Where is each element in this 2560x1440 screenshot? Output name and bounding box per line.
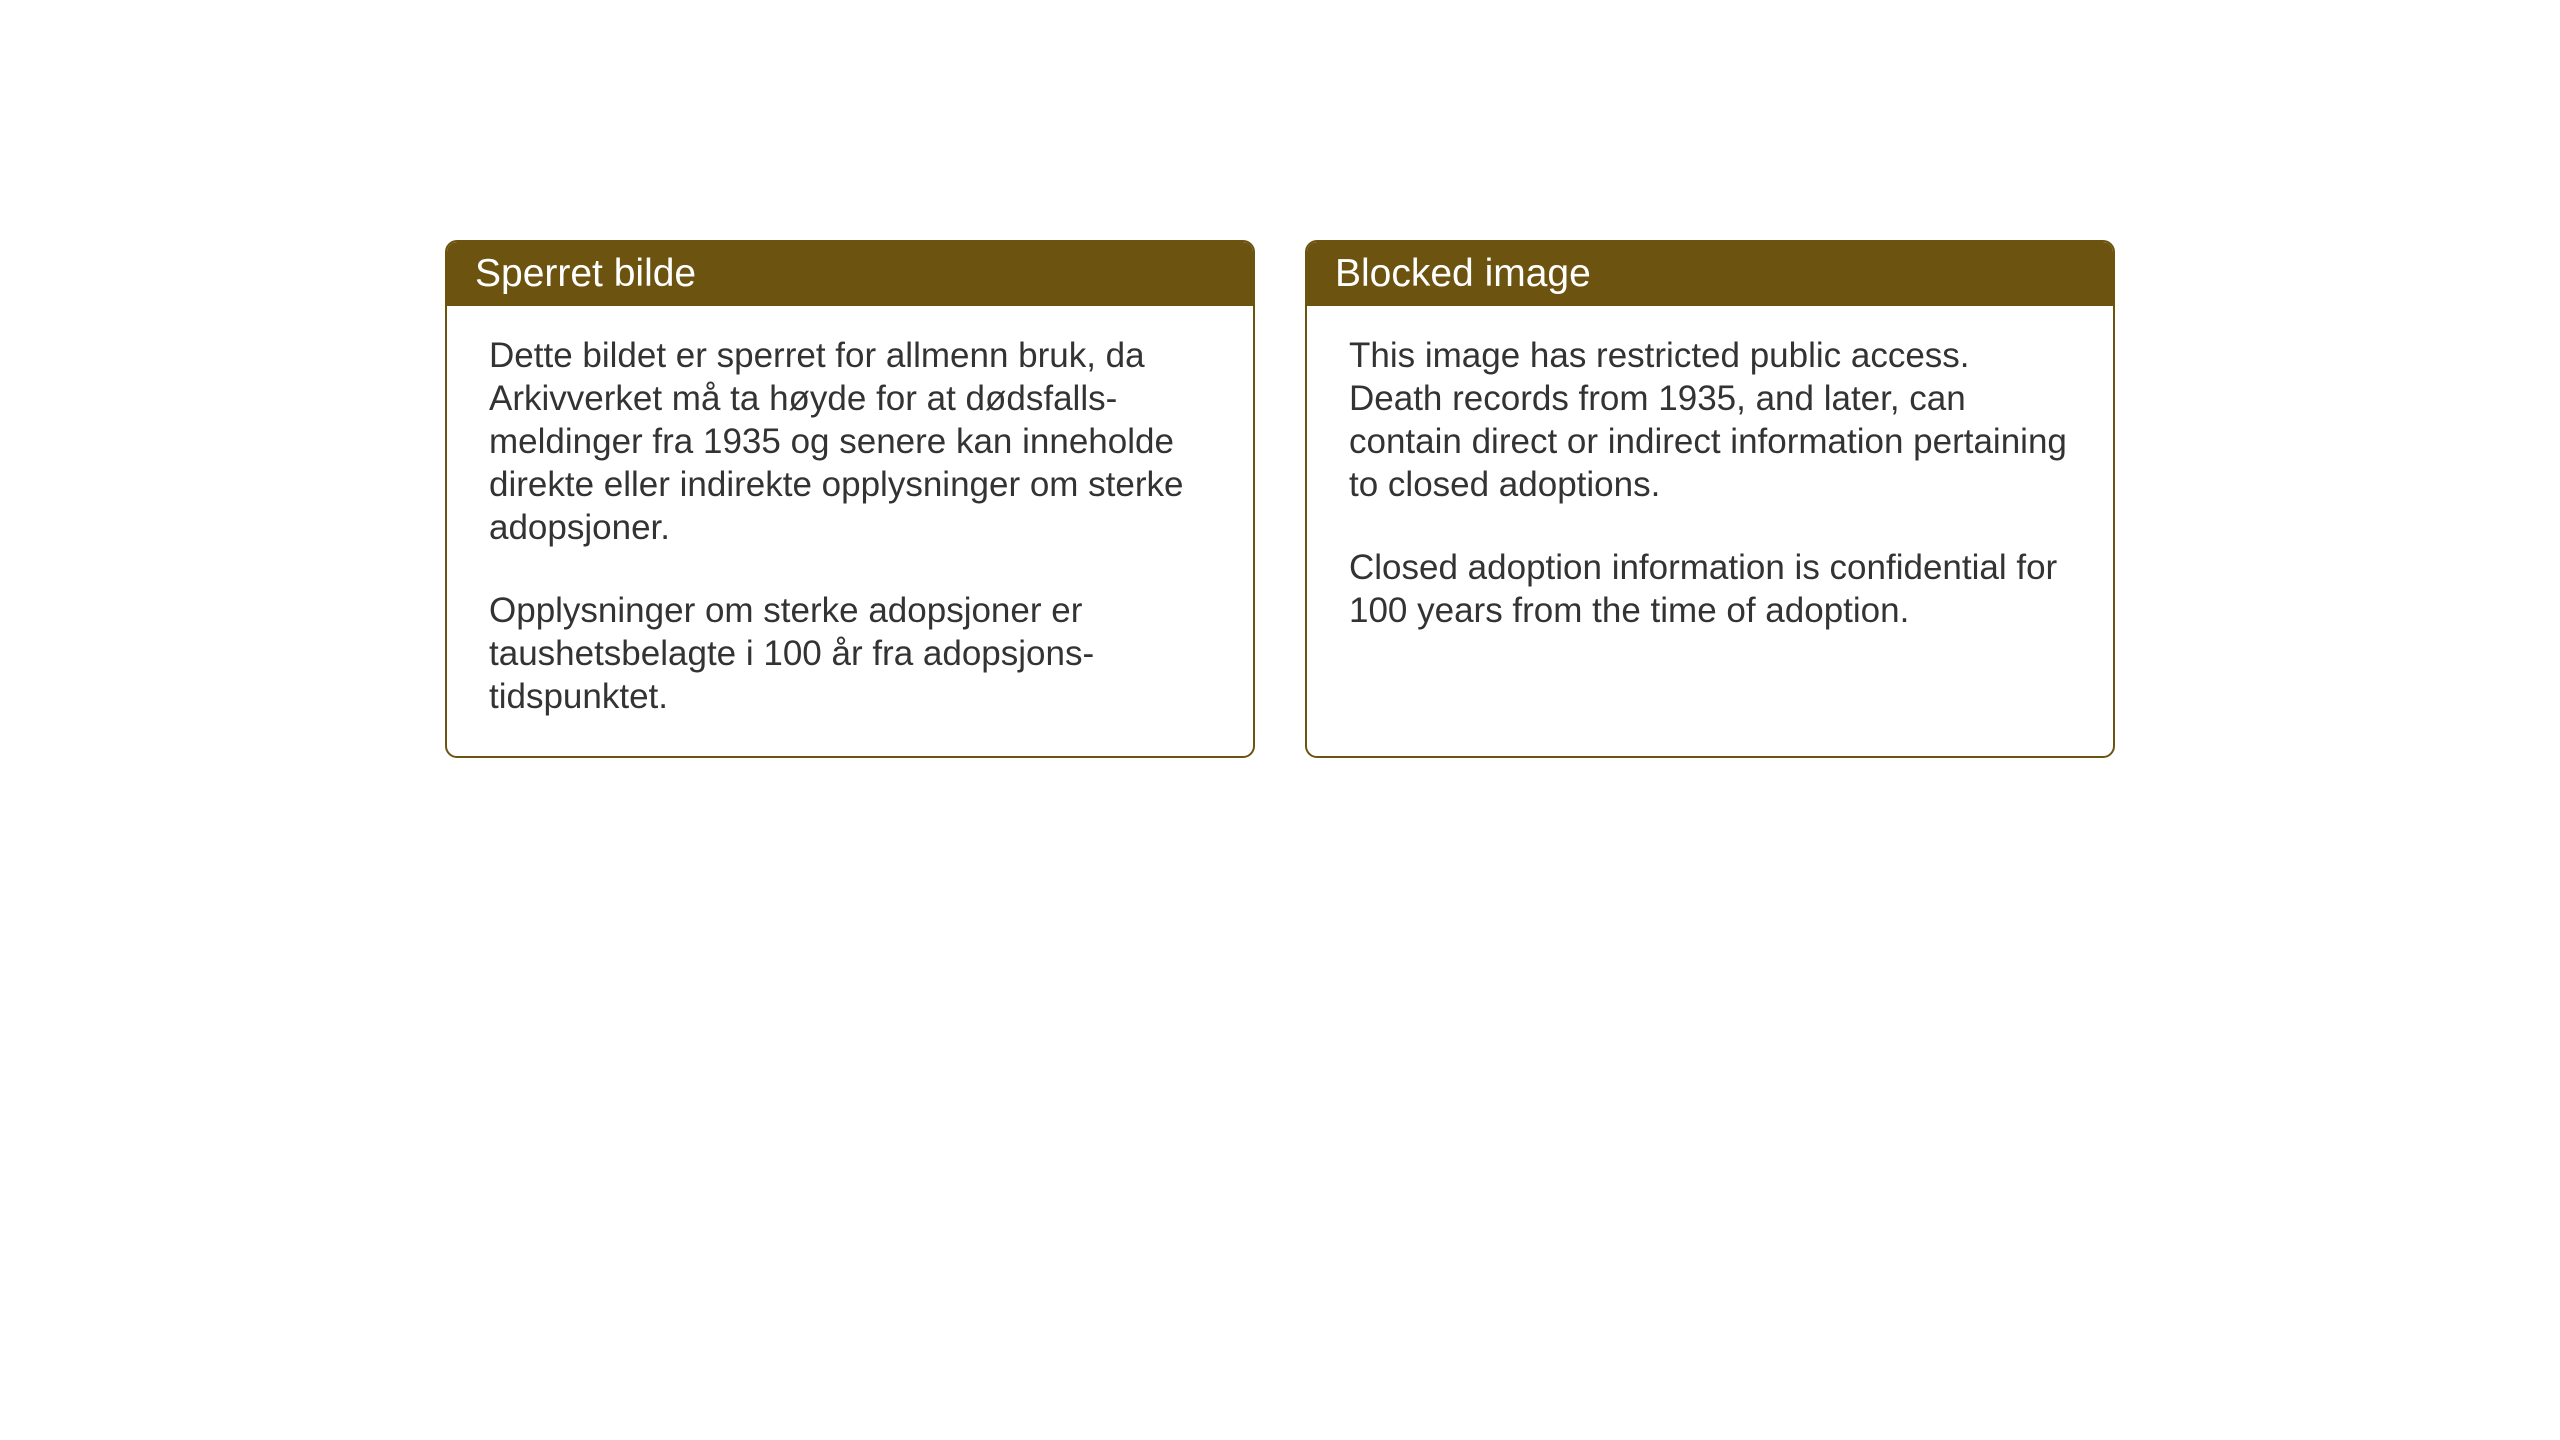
card-header-english: Blocked image	[1307, 242, 2113, 306]
card-header-norwegian: Sperret bilde	[447, 242, 1253, 306]
notice-card-english: Blocked image This image has restricted …	[1305, 240, 2115, 758]
card-body-norwegian: Dette bildet er sperret for allmenn bruk…	[447, 306, 1253, 756]
paragraph-1-norwegian: Dette bildet er sperret for allmenn bruk…	[489, 334, 1211, 549]
paragraph-1-english: This image has restricted public access.…	[1349, 334, 2071, 506]
notice-container: Sperret bilde Dette bildet er sperret fo…	[445, 240, 2115, 758]
notice-card-norwegian: Sperret bilde Dette bildet er sperret fo…	[445, 240, 1255, 758]
paragraph-2-norwegian: Opplysninger om sterke adopsjoner er tau…	[489, 589, 1211, 718]
card-body-english: This image has restricted public access.…	[1307, 306, 2113, 670]
paragraph-2-english: Closed adoption information is confident…	[1349, 546, 2071, 632]
card-title-norwegian: Sperret bilde	[475, 252, 696, 295]
card-title-english: Blocked image	[1335, 252, 1591, 295]
